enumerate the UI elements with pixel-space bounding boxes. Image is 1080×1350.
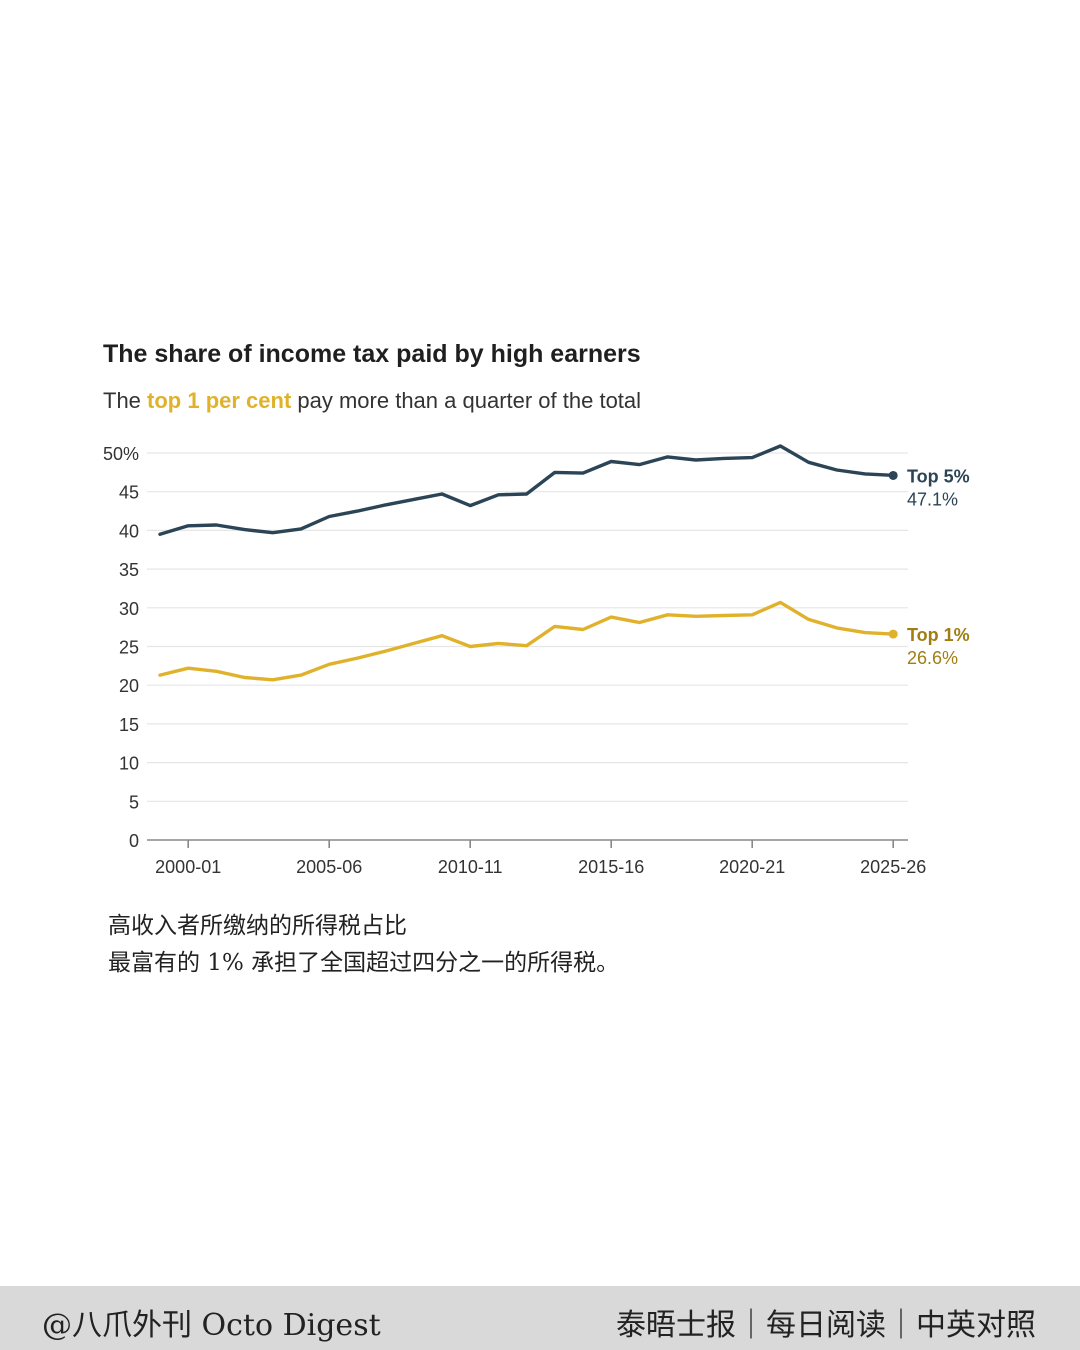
footer-brand: @八爪外刊 Octo Digest [42, 1308, 381, 1343]
x-tick-label: 2020-21 [719, 857, 785, 877]
y-tick-label: 40 [119, 521, 139, 541]
caption-title: 高收入者所缴纳的所得税占比 [108, 913, 407, 939]
series-line-top1 [158, 600, 895, 682]
series-end-point-top5 [888, 470, 898, 480]
y-tick-label: 45 [119, 483, 139, 503]
series-name-label-top1: Top 1% [907, 625, 970, 645]
y-tick-label: 30 [119, 599, 139, 619]
caption-text: 最富有的 1% 承担了全国超过四分之一的所得税。 [108, 950, 620, 976]
x-tick-label: 2005-06 [296, 857, 362, 877]
footer-bar: @八爪外刊 Octo Digest 泰晤士报｜每日阅读｜中英对照 [0, 1286, 1080, 1350]
subtitle-suffix: pay more than a quarter of the total [291, 388, 642, 413]
x-tick-label: 2015-16 [578, 857, 644, 877]
series-line-top5 [158, 444, 895, 536]
subtitle-prefix: The [103, 388, 148, 413]
chart-subtitle: The top 1 per cent pay more than a quart… [103, 388, 641, 414]
x-tick-label: 2010-11 [438, 857, 503, 877]
subtitle-highlight: top 1 per cent [147, 388, 292, 413]
footer-tagline: 泰晤士报｜每日阅读｜中英对照 [616, 1308, 1036, 1343]
line-chart: 0 5 10 15 20 25 30 35 40 45 50% 2000-01 2005-06 2010-… [103, 444, 970, 877]
y-tick-label: 10 [119, 754, 139, 774]
x-tick-label: 2000-01 [155, 857, 221, 877]
y-tick-label: 15 [119, 715, 139, 735]
series-value-label-top1: 26.6% [907, 648, 958, 668]
chart-title: The share of income tax paid by high ear… [103, 340, 641, 368]
y-tick-label: 20 [119, 676, 139, 696]
y-tick-label: 5 [129, 792, 139, 812]
x-tick-label: 2025-26 [860, 857, 926, 877]
y-tick-label: 25 [119, 638, 139, 658]
y-tick-label: 0 [129, 831, 139, 851]
series-value-label-top5: 47.1% [907, 489, 958, 509]
series-name-label-top5: Top 5% [907, 466, 970, 486]
series-end-point-top1 [888, 629, 898, 639]
y-tick-label: 50% [103, 444, 139, 464]
y-tick-label: 35 [119, 560, 139, 580]
